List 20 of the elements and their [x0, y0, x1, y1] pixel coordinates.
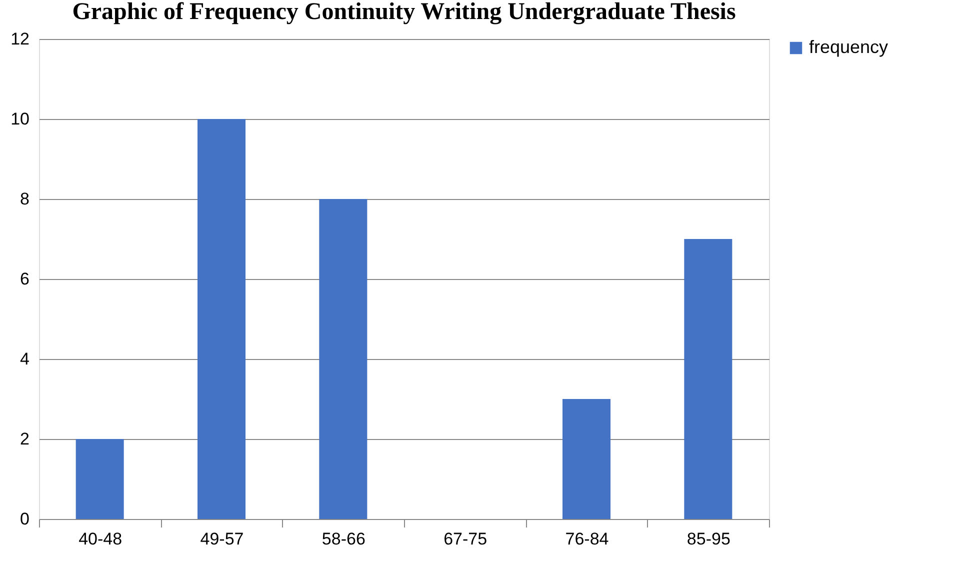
- y-tick-label: 12: [10, 30, 30, 48]
- x-tick-label: 40-48: [78, 530, 122, 548]
- x-tick-label: 85-95: [686, 530, 730, 548]
- y-tick-label: 0: [20, 510, 30, 528]
- chart-title: Graphic of Frequency Continuity Writing Undergraduate Thesis: [72, 0, 736, 25]
- bar: [684, 239, 732, 519]
- legend-label: frequency: [809, 37, 888, 57]
- x-tick-label: 76-84: [565, 530, 609, 548]
- y-tick-label: 8: [20, 190, 30, 208]
- y-tick-label: 6: [20, 270, 30, 288]
- x-tick-label: 58-66: [322, 530, 366, 548]
- x-tick-label: 67-75: [444, 530, 488, 548]
- y-tick-label: 4: [20, 350, 30, 368]
- bar: [76, 439, 124, 519]
- bar: [319, 199, 368, 519]
- bar: [562, 399, 610, 519]
- bar: [198, 119, 246, 519]
- y-tick-label: 10: [10, 110, 30, 128]
- x-tick-label: 49-57: [200, 530, 244, 548]
- y-tick-label: 2: [20, 430, 30, 448]
